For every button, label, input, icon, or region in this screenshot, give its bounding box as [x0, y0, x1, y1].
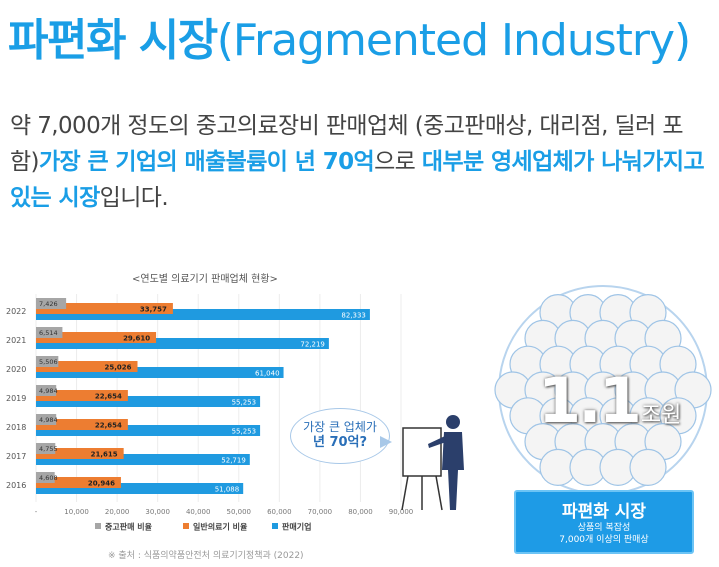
legend-swatch: [183, 523, 189, 529]
desc-part3: 으로: [374, 149, 422, 175]
bar-data-label: 55,253: [232, 399, 257, 407]
bar-general-medical: [36, 477, 121, 488]
bar-used-sales: [36, 356, 59, 367]
x-tick-label: 20,000: [105, 508, 130, 516]
x-tick-label: 60,000: [267, 508, 292, 516]
x-tick-label: 10,000: [64, 508, 89, 516]
legend-swatch: [95, 523, 101, 529]
speech-bubble-tail: [380, 436, 392, 448]
bar-general-medical: [36, 303, 173, 314]
bar-general-medical: [36, 448, 124, 459]
bar-used-sales: [36, 327, 63, 338]
legend-swatch: [272, 523, 278, 529]
bar-sales-companies: [36, 309, 370, 320]
x-tick-label: 90,000: [389, 508, 414, 516]
market-small-circle: [629, 448, 667, 486]
bar-general-medical: [36, 390, 128, 401]
fragmented-market-circles: [494, 285, 712, 495]
bar-sales-companies: [36, 396, 261, 407]
bar-data-label: 52,719: [221, 457, 246, 465]
market-size-value: 1.1: [538, 364, 642, 437]
bar-data-label: 6,514: [39, 329, 58, 337]
speech-bubble: 가장 큰 업체가 년 70억?: [290, 408, 390, 464]
x-tick-label: 30,000: [145, 508, 170, 516]
y-category-label: 2017: [6, 452, 26, 461]
bar-data-label: 33,757: [140, 306, 167, 314]
bar-data-label: 25,026: [104, 364, 131, 372]
bar-used-sales: [36, 298, 67, 309]
easel-icon: [401, 427, 443, 511]
bar-data-label: 55,253: [232, 428, 257, 436]
bar-used-sales: [36, 472, 55, 483]
market-box-line2: 7,000개 이상의 판매상: [559, 535, 649, 545]
y-category-label: 2018: [6, 423, 26, 432]
market-label-box: 파편화 시장 상품의 복잡성 7,000개 이상의 판매상: [514, 490, 694, 554]
legend-label: 판매기업: [282, 522, 311, 532]
chart-title: <연도별 의료기기 판매업체 현황>: [132, 274, 278, 285]
bar-sales-companies: [36, 483, 244, 494]
desc-highlight-volume: 가장 큰 기업의 매출볼륨이 년 70억: [38, 149, 375, 175]
x-tick-label: 50,000: [227, 508, 252, 516]
bar-data-label: 29,610: [123, 335, 150, 343]
bar-sales-companies: [36, 454, 250, 465]
source-note: ※ 출처 : 식품의약품안전처 의료기기정책과 (2022): [108, 551, 304, 561]
title-english: (Fragmented Industry): [216, 15, 691, 66]
y-category-label: 2016: [6, 481, 26, 490]
bar-used-sales: [36, 443, 56, 454]
market-box-line1: 상품의 복잡성: [577, 523, 631, 533]
y-category-label: 2021: [6, 336, 26, 345]
market-size-unit: 조원: [640, 403, 682, 428]
bar-general-medical: [36, 361, 138, 372]
bar-data-label: 21,615: [91, 451, 118, 459]
bar-used-sales: [36, 414, 57, 425]
market-size: 1.1조원: [538, 364, 681, 437]
bar-general-medical: [36, 332, 157, 343]
bar-data-label: 20,946: [88, 480, 115, 488]
presenter-illustration: [401, 415, 464, 511]
x-tick-label: 80,000: [348, 508, 373, 516]
businessman-icon: [428, 415, 464, 510]
page-title: 파편화 시장(Fragmented Industry): [8, 4, 691, 68]
desc-part5: 입니다.: [99, 185, 169, 211]
bar-data-label: 61,040: [255, 370, 280, 378]
desc-part1: 약 7,000개 정도의 중고의료장비 판매업체 (중고판매상, 대리점, 딜러…: [10, 113, 683, 175]
bar-sales-companies: [36, 367, 284, 378]
legend-label: 일반의료기 비율: [193, 522, 248, 532]
bubble-line2: 년 70억?: [312, 435, 368, 450]
bubble-line1: 가장 큰 업체가: [303, 420, 377, 434]
bar-data-label: 22,654: [95, 393, 122, 401]
bar-chart: - 10,000 20,000 30,000 40,000 50,000 60,000 70,…: [6, 294, 414, 532]
bar-data-label: 51,088: [215, 486, 240, 494]
x-tick-label: 40,000: [186, 508, 211, 516]
bar-data-label: 4,608: [39, 474, 58, 482]
bar-data-label: 4,984: [39, 387, 58, 395]
market-box-title: 파편화 시장: [561, 502, 647, 522]
bar-data-label: 7,426: [39, 300, 58, 308]
bar-data-label: 22,654: [95, 422, 122, 430]
y-category-label: 2019: [6, 394, 26, 403]
bar-data-label: 5,506: [39, 358, 58, 366]
x-tick-label: -: [35, 508, 38, 516]
title-korean: 파편화 시장: [8, 15, 218, 66]
bar-data-label: 4,755: [39, 445, 58, 453]
y-category-label: 2022: [6, 307, 26, 316]
legend-label: 중고판매 비율: [105, 522, 153, 532]
bar-used-sales: [36, 385, 57, 396]
y-category-label: 2020: [6, 365, 26, 374]
bar-general-medical: [36, 419, 128, 430]
x-tick-label: 70,000: [308, 508, 333, 516]
bar-sales-companies: [36, 338, 329, 349]
bar-data-label: 82,333: [341, 312, 366, 320]
description: 약 7,000개 정도의 중고의료장비 판매업체 (중고판매상, 대리점, 딜러…: [10, 108, 710, 216]
desc-highlight-market: 대부분 영세업체가 나눠가지고 있는 시장: [10, 149, 705, 211]
bar-data-label: 72,219: [300, 341, 325, 349]
bar-data-label: 4,984: [39, 416, 58, 424]
bar-sales-companies: [36, 425, 261, 436]
